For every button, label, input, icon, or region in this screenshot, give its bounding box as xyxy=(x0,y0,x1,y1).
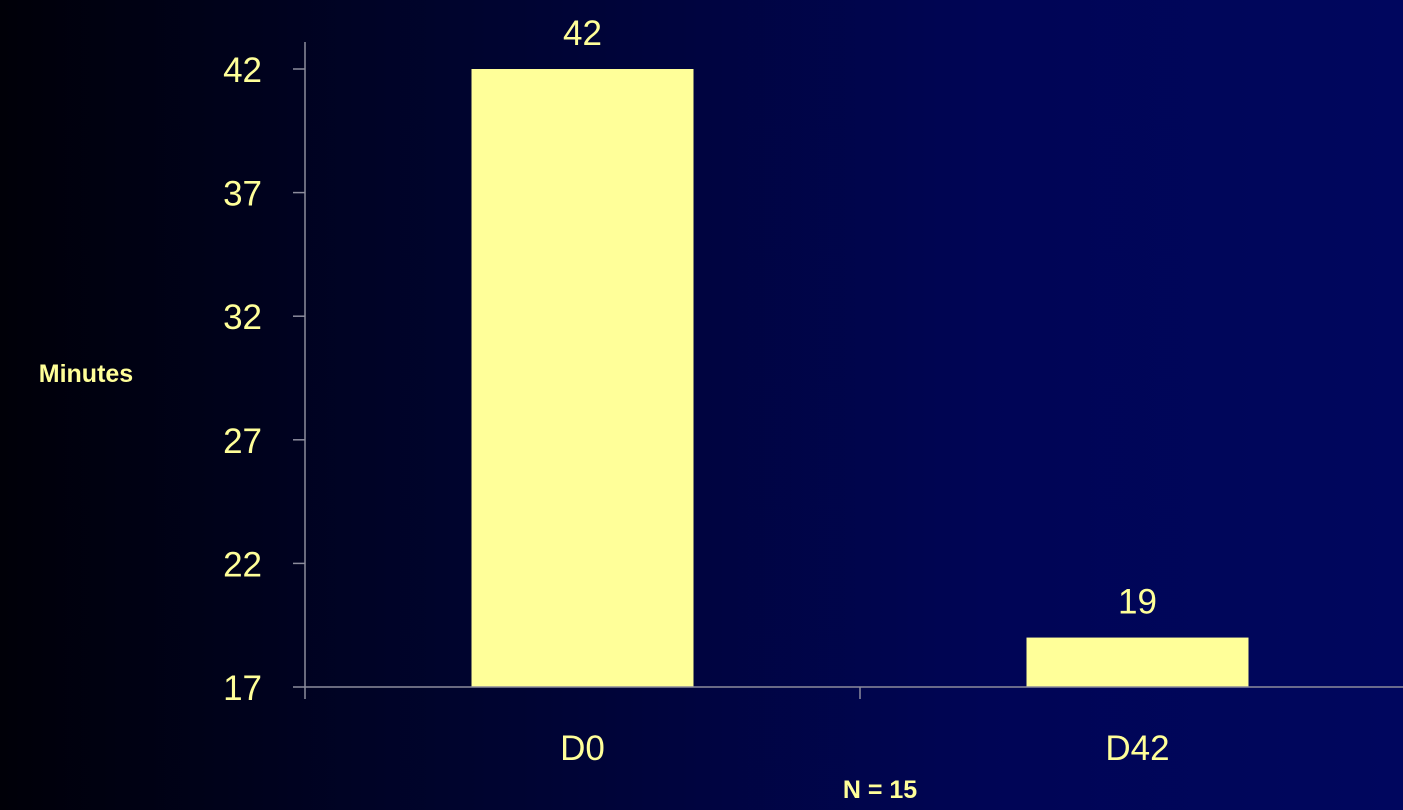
bar-d42 xyxy=(1026,637,1249,687)
bar-d0 xyxy=(471,69,694,687)
y-tick-label: 22 xyxy=(223,545,262,584)
y-axis-ticks: 17 22 27 32 37 42 xyxy=(223,51,305,708)
x-category-label: D42 xyxy=(1105,729,1169,768)
axes xyxy=(304,42,1403,699)
bars: 42 19 xyxy=(471,14,1249,687)
data-label-d0: 42 xyxy=(563,14,602,53)
y-tick-label: 42 xyxy=(223,51,262,90)
y-tick-label: 37 xyxy=(223,175,262,214)
x-category-label: D0 xyxy=(560,729,605,768)
x-axis-categories: D0 D42 xyxy=(560,729,1169,768)
y-tick-label: 32 xyxy=(223,298,262,337)
data-label-d42: 19 xyxy=(1118,583,1157,622)
y-tick-label: 17 xyxy=(223,669,262,708)
y-tick-label: 27 xyxy=(223,422,262,461)
x-axis-label: N = 15 xyxy=(843,776,917,804)
y-axis-label: Minutes xyxy=(39,360,133,388)
